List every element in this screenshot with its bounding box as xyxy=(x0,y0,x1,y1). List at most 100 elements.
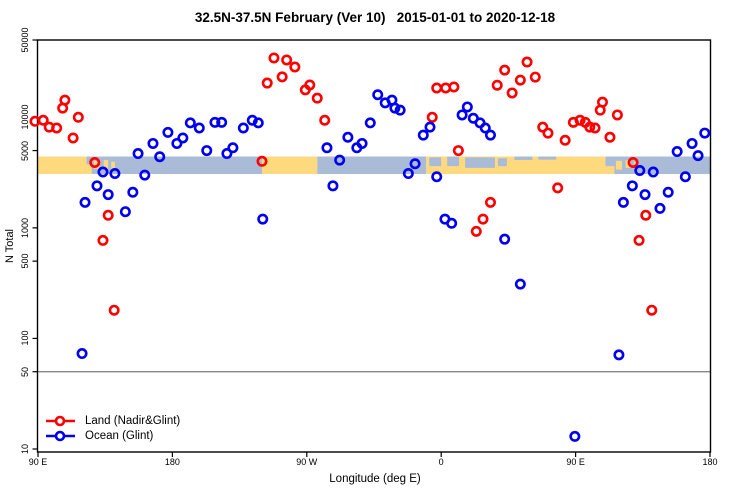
data-point-ocean xyxy=(364,117,376,129)
data-point-land xyxy=(97,234,109,246)
legend-item-ocean: Ocean (Glint) xyxy=(44,429,180,443)
ocean-series-symbol-icon xyxy=(46,430,75,442)
data-point-land xyxy=(452,145,464,157)
y-tick-label: 10000 xyxy=(20,104,30,130)
data-point-ocean xyxy=(692,150,704,162)
data-point-ocean xyxy=(456,109,468,121)
data-point-ocean xyxy=(216,116,228,128)
data-point-land xyxy=(640,209,652,221)
data-point-ocean xyxy=(209,116,221,128)
data-point-ocean xyxy=(79,196,91,208)
legend-label-ocean: Ocean (Glint) xyxy=(85,430,154,442)
data-point-ocean xyxy=(334,154,346,166)
data-point-land xyxy=(514,74,526,86)
land-series-symbol-icon xyxy=(46,415,75,427)
data-point-ocean xyxy=(162,126,174,138)
strip-segment-land xyxy=(262,156,318,174)
data-point-ocean xyxy=(431,171,443,183)
data-point-land xyxy=(559,134,571,146)
data-point-land xyxy=(304,79,316,91)
data-point-land xyxy=(537,121,549,133)
data-point-ocean xyxy=(499,233,511,245)
strip-patch-ocean xyxy=(538,156,557,160)
data-point-land xyxy=(521,56,533,68)
data-point-ocean xyxy=(184,117,196,129)
data-point-ocean xyxy=(671,146,683,158)
data-point-ocean xyxy=(613,349,625,361)
x-tick-label: 90 W xyxy=(296,457,318,467)
data-point-land xyxy=(604,131,616,143)
strip-patch-land xyxy=(615,160,622,170)
data-point-land xyxy=(646,304,658,316)
x-tick-label: 90 E xyxy=(28,457,48,467)
y-axis-label: N Total xyxy=(4,228,16,264)
data-point-ocean xyxy=(342,131,354,143)
data-point-ocean xyxy=(569,430,581,442)
strip-patch-ocean xyxy=(497,158,507,167)
data-point-ocean xyxy=(617,196,629,208)
data-point-ocean xyxy=(132,148,144,160)
data-point-land xyxy=(311,92,323,104)
data-point-ocean xyxy=(76,348,88,360)
data-point-ocean xyxy=(147,137,159,149)
data-point-land xyxy=(499,64,511,76)
strip-segment-ocean xyxy=(86,156,263,174)
data-point-land xyxy=(67,132,79,144)
x-axis-label: Longitude (deg E) xyxy=(329,473,421,485)
data-point-land xyxy=(589,122,601,134)
data-point-land xyxy=(477,213,489,225)
y-tick-label: 50 xyxy=(20,366,30,377)
data-point-land xyxy=(59,94,71,106)
y-tick-label: 10 xyxy=(20,443,30,455)
data-point-land xyxy=(261,77,273,89)
data-point-land xyxy=(281,54,293,66)
y-tick-label: 100 xyxy=(20,330,30,346)
strip-patch-land xyxy=(86,164,92,174)
data-point-land xyxy=(574,114,586,126)
data-point-ocean xyxy=(461,101,473,113)
data-point-ocean xyxy=(201,145,213,157)
strip-segment-ocean xyxy=(605,156,710,174)
data-point-ocean xyxy=(394,104,406,116)
y-tick-label: 5000 xyxy=(20,140,30,161)
y-tick-label: 50000 xyxy=(20,27,30,53)
y-tick-label: 1000 xyxy=(20,217,30,238)
data-point-land xyxy=(108,304,120,316)
data-point-ocean xyxy=(257,213,269,225)
data-point-land xyxy=(491,79,503,91)
data-point-ocean xyxy=(626,180,638,192)
data-point-ocean xyxy=(327,180,339,192)
data-point-ocean xyxy=(634,165,646,177)
strip-patch-ocean xyxy=(429,157,442,167)
data-point-ocean xyxy=(109,168,121,180)
data-point-ocean xyxy=(127,186,139,198)
data-point-land xyxy=(256,155,268,167)
data-point-ocean xyxy=(647,166,659,178)
strip-patch-land xyxy=(94,160,100,169)
strip-segment-land xyxy=(38,156,87,174)
data-point-land xyxy=(89,157,101,169)
data-point-ocean xyxy=(154,151,166,163)
data-point-ocean xyxy=(237,122,249,134)
data-point-land xyxy=(268,52,280,64)
strip-patch-ocean xyxy=(447,156,460,167)
data-point-ocean xyxy=(177,132,189,144)
data-point-ocean xyxy=(227,142,239,154)
data-point-land xyxy=(529,71,541,83)
data-point-ocean xyxy=(321,142,333,154)
data-point-ocean xyxy=(221,148,233,160)
data-point-ocean xyxy=(446,217,458,229)
data-point-ocean xyxy=(402,168,414,180)
chart-title: 32.5N-37.5N February (Ver 10) 2015-01-01… xyxy=(194,10,556,25)
data-point-ocean xyxy=(139,169,151,181)
data-point-land xyxy=(426,111,438,123)
data-point-land xyxy=(448,81,460,93)
plot-border xyxy=(36,39,712,453)
data-point-ocean xyxy=(662,186,674,198)
data-point-ocean xyxy=(119,206,131,218)
data-point-land xyxy=(319,114,331,126)
strip-patch-ocean xyxy=(514,156,533,160)
data-point-land xyxy=(611,109,623,121)
data-point-land xyxy=(596,96,608,108)
